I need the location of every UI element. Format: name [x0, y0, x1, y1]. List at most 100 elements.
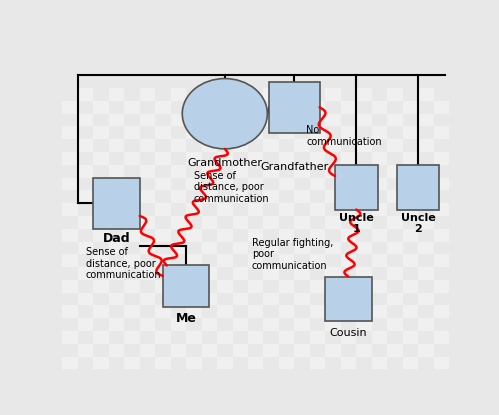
FancyBboxPatch shape [78, 318, 93, 331]
FancyBboxPatch shape [155, 229, 171, 242]
FancyBboxPatch shape [372, 305, 387, 318]
FancyBboxPatch shape [372, 152, 387, 165]
Text: Me: Me [176, 312, 197, 325]
FancyBboxPatch shape [372, 254, 387, 267]
FancyBboxPatch shape [403, 178, 418, 190]
FancyBboxPatch shape [202, 242, 217, 254]
FancyBboxPatch shape [62, 331, 78, 344]
FancyBboxPatch shape [217, 254, 233, 267]
FancyBboxPatch shape [233, 242, 248, 254]
FancyBboxPatch shape [109, 190, 124, 203]
FancyBboxPatch shape [341, 101, 356, 114]
FancyBboxPatch shape [248, 254, 263, 267]
FancyBboxPatch shape [341, 305, 356, 318]
FancyBboxPatch shape [217, 356, 233, 369]
FancyBboxPatch shape [387, 139, 403, 152]
FancyBboxPatch shape [294, 344, 310, 356]
FancyBboxPatch shape [140, 88, 155, 101]
FancyBboxPatch shape [171, 242, 186, 254]
FancyBboxPatch shape [434, 356, 449, 369]
FancyBboxPatch shape [62, 305, 78, 318]
FancyBboxPatch shape [217, 178, 233, 190]
FancyBboxPatch shape [403, 356, 418, 369]
FancyBboxPatch shape [418, 190, 434, 203]
FancyBboxPatch shape [294, 114, 310, 127]
FancyBboxPatch shape [372, 203, 387, 216]
FancyBboxPatch shape [171, 114, 186, 127]
FancyBboxPatch shape [356, 293, 372, 305]
FancyBboxPatch shape [418, 242, 434, 254]
FancyBboxPatch shape [263, 114, 279, 127]
FancyBboxPatch shape [217, 331, 233, 344]
FancyBboxPatch shape [109, 165, 124, 178]
FancyBboxPatch shape [310, 127, 325, 139]
FancyBboxPatch shape [248, 152, 263, 165]
FancyBboxPatch shape [155, 127, 171, 139]
Text: Regular fighting,
poor
communication: Regular fighting, poor communication [252, 238, 333, 271]
FancyBboxPatch shape [356, 318, 372, 331]
FancyBboxPatch shape [217, 305, 233, 318]
FancyBboxPatch shape [78, 88, 93, 101]
FancyBboxPatch shape [155, 203, 171, 216]
FancyBboxPatch shape [356, 267, 372, 280]
FancyBboxPatch shape [325, 277, 372, 321]
FancyBboxPatch shape [403, 152, 418, 165]
FancyBboxPatch shape [217, 229, 233, 242]
FancyBboxPatch shape [233, 114, 248, 127]
FancyBboxPatch shape [140, 165, 155, 178]
FancyBboxPatch shape [325, 216, 341, 229]
FancyBboxPatch shape [78, 190, 93, 203]
FancyBboxPatch shape [434, 331, 449, 344]
FancyBboxPatch shape [217, 280, 233, 293]
FancyBboxPatch shape [248, 178, 263, 190]
FancyBboxPatch shape [171, 293, 186, 305]
FancyBboxPatch shape [248, 127, 263, 139]
FancyBboxPatch shape [263, 293, 279, 305]
FancyBboxPatch shape [202, 216, 217, 229]
FancyBboxPatch shape [387, 165, 403, 178]
FancyBboxPatch shape [171, 267, 186, 280]
FancyBboxPatch shape [356, 190, 372, 203]
FancyBboxPatch shape [93, 229, 109, 242]
FancyBboxPatch shape [78, 114, 93, 127]
FancyBboxPatch shape [248, 203, 263, 216]
FancyBboxPatch shape [341, 254, 356, 267]
FancyBboxPatch shape [186, 203, 202, 216]
FancyBboxPatch shape [62, 356, 78, 369]
FancyBboxPatch shape [140, 216, 155, 229]
FancyBboxPatch shape [294, 318, 310, 331]
FancyBboxPatch shape [186, 280, 202, 293]
FancyBboxPatch shape [263, 139, 279, 152]
FancyBboxPatch shape [202, 139, 217, 152]
FancyBboxPatch shape [434, 229, 449, 242]
FancyBboxPatch shape [140, 114, 155, 127]
FancyBboxPatch shape [372, 178, 387, 190]
FancyBboxPatch shape [325, 318, 341, 331]
FancyBboxPatch shape [325, 293, 341, 305]
FancyBboxPatch shape [387, 216, 403, 229]
FancyBboxPatch shape [217, 203, 233, 216]
Text: Sense of
distance, poor
communication: Sense of distance, poor communication [194, 171, 269, 204]
FancyBboxPatch shape [310, 331, 325, 344]
FancyBboxPatch shape [263, 88, 279, 101]
Text: Grandfather: Grandfather [260, 161, 328, 172]
FancyBboxPatch shape [325, 165, 341, 178]
FancyBboxPatch shape [62, 127, 78, 139]
FancyBboxPatch shape [263, 216, 279, 229]
FancyBboxPatch shape [93, 356, 109, 369]
FancyBboxPatch shape [124, 101, 140, 114]
FancyBboxPatch shape [356, 344, 372, 356]
FancyBboxPatch shape [248, 101, 263, 114]
FancyBboxPatch shape [248, 356, 263, 369]
FancyBboxPatch shape [310, 101, 325, 114]
FancyBboxPatch shape [93, 178, 109, 190]
FancyBboxPatch shape [109, 344, 124, 356]
FancyBboxPatch shape [140, 139, 155, 152]
FancyBboxPatch shape [78, 216, 93, 229]
FancyBboxPatch shape [233, 318, 248, 331]
FancyBboxPatch shape [418, 267, 434, 280]
FancyBboxPatch shape [186, 254, 202, 267]
FancyBboxPatch shape [171, 318, 186, 331]
FancyBboxPatch shape [109, 267, 124, 280]
FancyBboxPatch shape [294, 216, 310, 229]
